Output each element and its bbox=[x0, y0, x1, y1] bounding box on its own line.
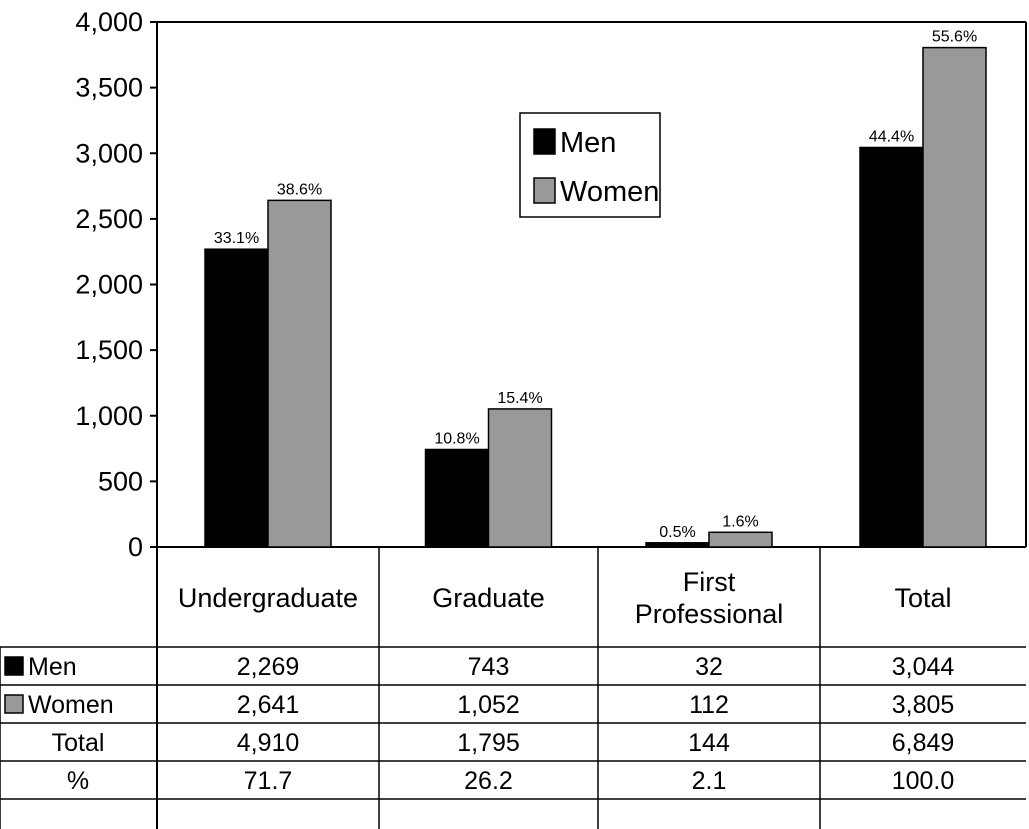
table-cell: 26.2 bbox=[464, 767, 513, 795]
data-table: Men 2,269 743 32 3,044 Women 2,641 1,052 112 3,80… bbox=[4, 653, 955, 795]
table-row-label: Men bbox=[28, 653, 77, 681]
legend: Men Women bbox=[519, 112, 661, 218]
category-label: Undergraduate bbox=[178, 583, 358, 613]
legend-label-women: Women bbox=[560, 176, 659, 208]
data-labels: 33.1% 38.6% 10.8% 15.4% 0.5% 1.6% 44.4% 55.6% bbox=[214, 29, 977, 541]
bars bbox=[204, 46, 987, 548]
table-row-swatch-women bbox=[4, 694, 24, 714]
table-cell: 100.0 bbox=[892, 767, 955, 795]
legend-swatch-men bbox=[533, 128, 556, 155]
table-cell: 2,269 bbox=[237, 653, 300, 681]
category-label: Graduate bbox=[432, 583, 545, 613]
y-tick-label: 4,000 bbox=[75, 7, 143, 37]
bar-men-0 bbox=[204, 248, 269, 548]
data-label-men: 33.1% bbox=[214, 230, 259, 247]
data-label-men: 10.8% bbox=[434, 430, 479, 447]
legend-label-men: Men bbox=[560, 127, 616, 159]
table-cell: 3,044 bbox=[892, 653, 955, 681]
data-label-men: 44.4% bbox=[869, 128, 914, 145]
table-row-label: % bbox=[67, 767, 89, 795]
table-cell: 743 bbox=[468, 653, 510, 681]
bar-women-3 bbox=[922, 46, 987, 548]
table-cell: 71.7 bbox=[244, 767, 293, 795]
y-tick-label: 2,000 bbox=[75, 270, 143, 300]
bar-men-2 bbox=[645, 542, 710, 548]
data-label-women: 15.4% bbox=[497, 390, 542, 407]
table-cell: 2.1 bbox=[692, 767, 727, 795]
table-cell: 4,910 bbox=[237, 729, 300, 757]
y-tick-label: 500 bbox=[98, 466, 143, 496]
data-label-women: 1.6% bbox=[722, 513, 758, 530]
category-label: Professional bbox=[635, 599, 784, 629]
bar-women-1 bbox=[487, 408, 553, 548]
bar-men-1 bbox=[424, 448, 490, 548]
table-cell: 144 bbox=[688, 729, 730, 757]
y-tick-label: 1,500 bbox=[75, 335, 143, 365]
y-tick-label: 3,000 bbox=[75, 138, 143, 168]
legend-swatch-women bbox=[533, 177, 556, 204]
table-cell: 112 bbox=[689, 691, 729, 719]
y-tick-label: 0 bbox=[128, 532, 143, 562]
y-tick-label: 2,500 bbox=[75, 204, 143, 234]
category-label: Total bbox=[894, 583, 951, 613]
data-label-women: 55.6% bbox=[932, 29, 977, 46]
table-cell: 6,849 bbox=[892, 729, 955, 757]
table-row-swatch-men bbox=[4, 656, 24, 676]
table-row-label: Total bbox=[52, 729, 105, 757]
category-label: First bbox=[683, 567, 736, 597]
table-cell: 32 bbox=[695, 653, 723, 681]
bar-men-3 bbox=[859, 146, 924, 548]
y-tick-label: 1,000 bbox=[75, 401, 143, 431]
y-axis: 0 500 1,000 1,500 2,000 2,500 3,000 3,500 4,000 bbox=[75, 7, 157, 562]
data-label-women: 38.6% bbox=[277, 181, 322, 198]
table-cell: 3,805 bbox=[892, 691, 955, 719]
bar-women-2 bbox=[708, 531, 773, 548]
table-cell: 1,052 bbox=[457, 691, 520, 719]
table-cell: 2,641 bbox=[237, 691, 300, 719]
data-label-men: 0.5% bbox=[659, 524, 695, 541]
table-row-label: Women bbox=[28, 691, 114, 719]
table-cell: 1,795 bbox=[457, 729, 520, 757]
y-tick-label: 3,500 bbox=[75, 73, 143, 103]
bar-women-0 bbox=[267, 199, 332, 548]
